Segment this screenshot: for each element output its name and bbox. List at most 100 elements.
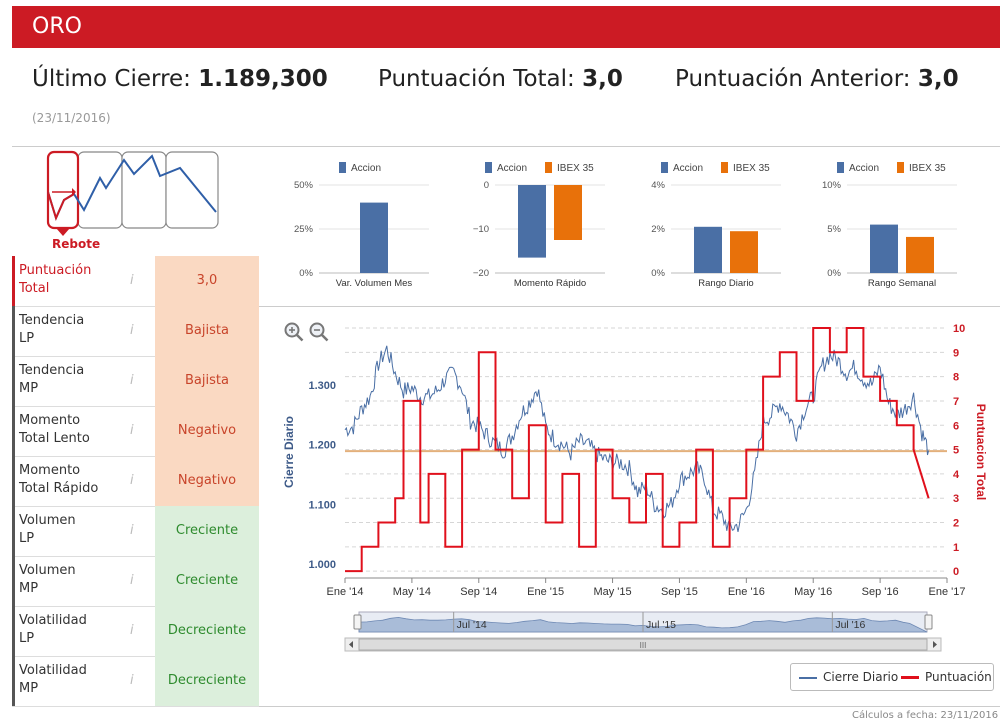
scrollbar-grip: III bbox=[640, 641, 647, 650]
info-icon[interactable]: i bbox=[130, 673, 134, 688]
indicator-label-line2: MP bbox=[19, 681, 39, 696]
indicator-row: Volumen LP i Creciente bbox=[12, 506, 259, 557]
y-axis-title: Cierre Diario bbox=[282, 416, 296, 488]
info-icon[interactable]: i bbox=[130, 273, 134, 288]
last-close: Último Cierre: 1.189,300 bbox=[32, 66, 328, 92]
y2-tick-label: 10 bbox=[953, 323, 965, 335]
legend-score[interactable]: Puntuación bbox=[901, 670, 992, 684]
navigator[interactable]: Jul '14 Jul '15 Jul '16 bbox=[353, 611, 933, 633]
bar-accion[interactable] bbox=[870, 224, 898, 273]
indicator-label-line2: LP bbox=[19, 531, 35, 546]
y2-axis-title: Puntuacion Total bbox=[974, 404, 988, 500]
y-tick-label: −20 bbox=[473, 268, 489, 279]
indicator-label-line2: Total Rápido bbox=[19, 481, 99, 496]
legend-swatch bbox=[485, 162, 492, 173]
indicator-label-line2: MP bbox=[19, 581, 39, 596]
bar-chart-3: Accion IBEX 35 4% 2% 0% Rango Diario bbox=[651, 162, 781, 289]
y-tick-label: 5% bbox=[827, 224, 841, 235]
scrollbar-thumb[interactable] bbox=[358, 638, 928, 651]
pattern-frame-2 bbox=[77, 151, 123, 229]
last-close-label: Último Cierre: bbox=[32, 66, 199, 92]
y-tick-label: −10 bbox=[473, 224, 489, 235]
y-tick-label: 0% bbox=[299, 268, 313, 279]
chart-legend: Cierre Diario Puntuación bbox=[790, 663, 994, 691]
navigator-handle-left[interactable] bbox=[353, 614, 362, 630]
legend-score-swatch bbox=[901, 676, 919, 679]
y-tick-label: 1.000 bbox=[308, 559, 336, 571]
navigator-label: Jul '14 bbox=[457, 619, 487, 631]
bar-accion[interactable] bbox=[518, 185, 546, 258]
legend-swatch bbox=[545, 162, 552, 173]
indicator-value: 3,0 bbox=[155, 256, 259, 306]
pattern-icon bbox=[46, 150, 219, 236]
legend-label: Accion bbox=[673, 163, 703, 174]
legend-close-label: Cierre Diario bbox=[823, 670, 899, 684]
y2-tick-label: 5 bbox=[953, 445, 959, 457]
navigator-handle-right[interactable] bbox=[924, 614, 933, 630]
row-separator bbox=[12, 406, 259, 407]
info-icon[interactable]: i bbox=[130, 473, 134, 488]
y2-tick-label: 3 bbox=[953, 493, 959, 505]
row-separator bbox=[12, 506, 259, 507]
legend-label: IBEX 35 bbox=[557, 163, 594, 174]
previous-score: Puntuación Anterior: 3,0 bbox=[675, 66, 959, 92]
last-close-value: 1.189,300 bbox=[198, 66, 328, 92]
legend-close[interactable]: Cierre Diario bbox=[799, 670, 898, 684]
pattern-line-highlight bbox=[47, 191, 75, 221]
info-icon[interactable]: i bbox=[130, 323, 134, 338]
indicator-label: Momento Total Rápido bbox=[12, 456, 155, 506]
y2-tick-label: 2 bbox=[953, 518, 959, 530]
y-tick-label: 1.100 bbox=[308, 499, 336, 511]
bar-ibex-35[interactable] bbox=[730, 231, 758, 273]
indicator-label-line1: Volatilidad bbox=[19, 613, 87, 628]
zoom-out-icon[interactable] bbox=[309, 322, 329, 342]
indicator-label-line1: Volumen bbox=[19, 563, 76, 578]
previous-score-label: Puntuación Anterior: bbox=[675, 66, 918, 92]
y-tick-label: 1.300 bbox=[308, 380, 336, 392]
y-tick-label: 50% bbox=[294, 180, 314, 191]
indicator-label-line2: MP bbox=[19, 381, 39, 396]
indicator-value: Negativo bbox=[155, 456, 259, 506]
indicator-label-line2: Total bbox=[19, 281, 50, 296]
y-tick-label: 1.200 bbox=[308, 440, 336, 452]
scroll-right-arrow-icon[interactable] bbox=[933, 641, 937, 648]
series-puntuacion bbox=[345, 327, 930, 573]
info-icon[interactable]: i bbox=[130, 423, 134, 438]
indicator-label-line2: LP bbox=[19, 331, 35, 346]
x-category-label: Var. Volumen Mes bbox=[336, 278, 413, 289]
x-tick-label: Ene '14 bbox=[327, 586, 364, 598]
indicator-value: Creciente bbox=[155, 556, 259, 606]
row-separator bbox=[12, 706, 259, 707]
y2-tick-label: 4 bbox=[953, 469, 960, 481]
bar-accion[interactable] bbox=[360, 202, 388, 273]
info-icon[interactable]: i bbox=[130, 573, 134, 588]
bar-ibex-35[interactable] bbox=[554, 185, 582, 240]
legend-swatch bbox=[721, 162, 728, 173]
indicator-row: Volatilidad MP i Decreciente bbox=[12, 656, 259, 707]
indicator-label: Volumen LP bbox=[12, 506, 155, 556]
x-tick-label: Sep '16 bbox=[862, 586, 899, 598]
row-separator bbox=[12, 356, 259, 357]
bar-ibex-35[interactable] bbox=[906, 236, 934, 273]
indicator-label: Tendencia MP bbox=[12, 356, 155, 406]
scroll-left-arrow-icon[interactable] bbox=[349, 641, 353, 648]
bar-accion[interactable] bbox=[694, 226, 722, 273]
zoom-in-icon[interactable] bbox=[284, 322, 304, 342]
total-score: Puntuación Total: 3,0 bbox=[378, 66, 623, 92]
y2-tick-label: 6 bbox=[953, 420, 959, 432]
pattern-frame-4 bbox=[165, 151, 219, 229]
total-score-value: 3,0 bbox=[582, 66, 623, 92]
page-header: ORO bbox=[12, 6, 1000, 48]
info-icon[interactable]: i bbox=[130, 623, 134, 638]
info-icon[interactable]: i bbox=[130, 523, 134, 538]
indicator-label-line1: Momento bbox=[19, 463, 81, 478]
indicator-label-line1: Volatilidad bbox=[19, 663, 87, 678]
row-separator bbox=[12, 456, 259, 457]
bar-chart-1: Accion 50% 25% 0% Var. Volumen Mes bbox=[294, 162, 429, 289]
indicator-label: Volatilidad MP bbox=[12, 656, 155, 706]
indicator-label-line1: Momento bbox=[19, 413, 81, 428]
x-tick-label: Sep '15 bbox=[661, 586, 698, 598]
x-category-label: Rango Semanal bbox=[868, 278, 936, 289]
info-icon[interactable]: i bbox=[130, 373, 134, 388]
